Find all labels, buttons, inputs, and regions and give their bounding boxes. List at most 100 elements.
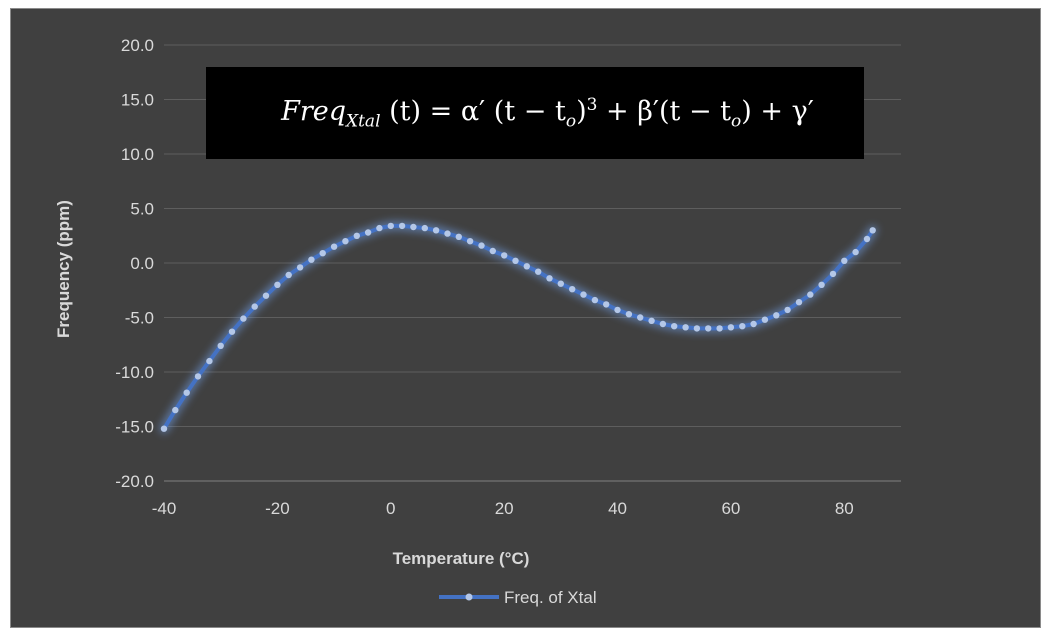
formula-close1: ) bbox=[576, 95, 587, 127]
data-point bbox=[637, 314, 644, 321]
data-point bbox=[591, 296, 599, 304]
data-point bbox=[750, 320, 757, 328]
legend: Freq. of Xtal bbox=[439, 588, 597, 607]
data-point bbox=[206, 357, 213, 365]
data-point bbox=[671, 323, 678, 330]
formula-cube: 3 bbox=[586, 94, 598, 115]
data-point bbox=[773, 312, 780, 319]
data-point bbox=[478, 242, 485, 249]
data-point bbox=[693, 325, 701, 332]
data-point bbox=[546, 275, 553, 282]
formula-lhs-sub: Xtal bbox=[346, 111, 381, 132]
x-axis-title: Temperature (°C) bbox=[393, 549, 530, 568]
y-tick-label: 10.0 bbox=[121, 145, 154, 164]
data-point bbox=[421, 224, 428, 232]
data-point bbox=[795, 299, 803, 306]
data-point bbox=[784, 306, 791, 314]
x-tick-label: -40 bbox=[152, 499, 177, 518]
data-point bbox=[818, 281, 825, 288]
data-point bbox=[614, 306, 621, 314]
data-point bbox=[410, 223, 417, 231]
data-point bbox=[727, 324, 735, 331]
data-point bbox=[501, 252, 508, 259]
data-point bbox=[569, 286, 576, 293]
data-point bbox=[432, 227, 440, 234]
formula: FreqXtal (t) = α′ (t − to)3 + β′(t − to)… bbox=[281, 95, 814, 131]
x-tick-label: 60 bbox=[721, 499, 740, 518]
x-tick-label: -20 bbox=[265, 499, 290, 518]
series-line bbox=[162, 223, 875, 431]
data-point bbox=[364, 229, 372, 236]
data-point bbox=[863, 235, 871, 243]
data-point bbox=[285, 271, 292, 279]
legend-marker-swatch bbox=[465, 593, 473, 601]
data-point bbox=[682, 324, 689, 331]
data-point bbox=[466, 238, 474, 245]
data-point bbox=[761, 316, 769, 323]
data-point bbox=[580, 291, 587, 298]
data-point bbox=[807, 291, 814, 298]
data-point bbox=[557, 280, 564, 287]
data-point bbox=[274, 281, 281, 288]
data-point bbox=[705, 325, 712, 332]
data-point bbox=[172, 406, 179, 414]
formula-box: FreqXtal (t) = α′ (t − to)3 + β′(t − to)… bbox=[206, 67, 864, 159]
y-tick-label: 15.0 bbox=[121, 91, 154, 110]
y-tick-label: -15.0 bbox=[115, 418, 154, 437]
data-point bbox=[648, 317, 655, 324]
y-tick-label: 20.0 bbox=[121, 36, 154, 55]
chart-panel: 20.0 15.0 10.0 5.0 0.0 -5.0 -10.0 -15.0 -20.0 -40… bbox=[10, 8, 1041, 628]
data-point bbox=[625, 311, 633, 318]
data-point bbox=[251, 303, 258, 310]
data-point bbox=[296, 264, 304, 271]
axes: 20.0 15.0 10.0 5.0 0.0 -5.0 -10.0 -15.0 -20.0 -40… bbox=[115, 36, 901, 518]
data-point bbox=[512, 257, 519, 264]
data-point bbox=[398, 222, 406, 230]
data-point bbox=[353, 232, 360, 239]
formula-sub-o-1: o bbox=[565, 111, 577, 132]
data-point bbox=[444, 230, 451, 237]
series-glow bbox=[159, 220, 878, 434]
data-point bbox=[852, 248, 859, 256]
formula-beta: β′ bbox=[637, 95, 659, 127]
data-point bbox=[455, 233, 462, 240]
formula-lhs-arg: (t) = bbox=[389, 95, 461, 127]
formula-close2: ) bbox=[741, 95, 752, 127]
data-point bbox=[308, 256, 315, 263]
formula-open2: (t − t bbox=[658, 95, 732, 127]
data-point bbox=[489, 247, 496, 255]
x-tick-label: 40 bbox=[608, 499, 627, 518]
y-axis-title: Frequency (ppm) bbox=[54, 200, 73, 338]
y-tick-label: -5.0 bbox=[125, 309, 154, 328]
y-tick-label: -10.0 bbox=[115, 363, 154, 382]
legend-label: Freq. of Xtal bbox=[504, 588, 597, 607]
data-point bbox=[829, 270, 837, 278]
data-point bbox=[342, 238, 349, 245]
data-point bbox=[217, 342, 224, 349]
formula-plus2: + bbox=[751, 95, 792, 127]
data-point bbox=[240, 315, 247, 322]
data-point bbox=[160, 425, 168, 432]
data-point bbox=[376, 224, 383, 232]
data-point bbox=[183, 389, 190, 396]
data-point bbox=[523, 263, 530, 270]
data-point bbox=[869, 227, 876, 234]
formula-alpha: α′ bbox=[460, 95, 486, 127]
x-tick-label: 20 bbox=[495, 499, 514, 518]
data-point bbox=[387, 222, 394, 230]
data-point bbox=[194, 373, 202, 380]
data-point bbox=[535, 268, 542, 275]
formula-gamma: γ′ bbox=[791, 95, 814, 127]
data-point bbox=[716, 325, 723, 332]
formula-lhs-name: Freq bbox=[281, 95, 346, 127]
formula-sub-o-2: o bbox=[731, 111, 742, 132]
data-point bbox=[739, 323, 746, 330]
series-layer bbox=[159, 220, 878, 434]
y-tick-label: -20.0 bbox=[115, 472, 154, 491]
formula-plus1: + bbox=[597, 95, 638, 127]
data-point bbox=[330, 243, 338, 250]
y-tick-label: 0.0 bbox=[130, 254, 154, 273]
formula-open1: (t − t bbox=[485, 95, 566, 127]
data-point bbox=[603, 301, 610, 308]
line-chart: 20.0 15.0 10.0 5.0 0.0 -5.0 -10.0 -15.0 -20.0 -40… bbox=[54, 36, 901, 607]
